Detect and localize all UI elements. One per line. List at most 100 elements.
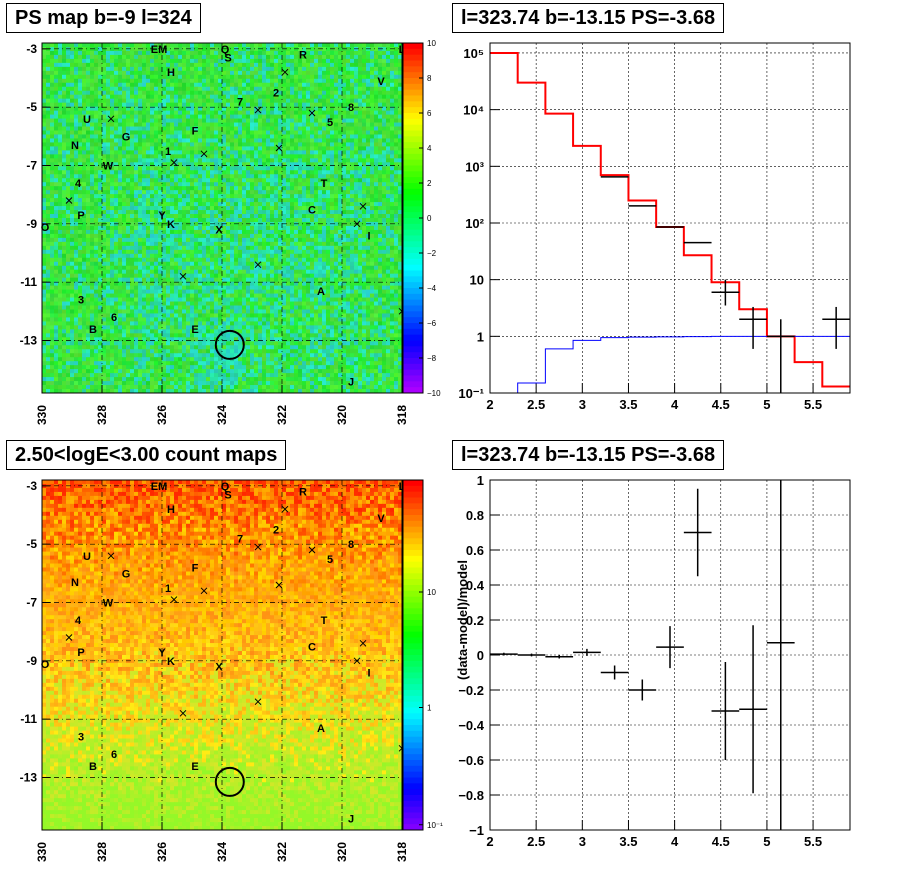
colorbar-cell bbox=[403, 596, 423, 603]
source-label: 6 bbox=[111, 749, 117, 761]
y-axis-label: (data-model)/model bbox=[455, 560, 470, 680]
colorbar-cell bbox=[403, 83, 423, 91]
colorbar-cell bbox=[403, 270, 423, 277]
colorbar-cell bbox=[403, 631, 423, 638]
colorbar-tick-label: 6 bbox=[427, 109, 432, 118]
colorbar-cell bbox=[403, 754, 423, 761]
source-label: 2 bbox=[273, 525, 279, 537]
colorbar-cell bbox=[403, 666, 423, 673]
colorbar-cell bbox=[403, 730, 423, 738]
colorbar-cell bbox=[403, 101, 423, 108]
colorbar-cell bbox=[403, 113, 423, 120]
colorbar-cell bbox=[403, 89, 423, 96]
source-cross bbox=[353, 220, 361, 228]
colorbar-cell bbox=[403, 789, 423, 796]
colorbar-cell bbox=[403, 579, 423, 586]
source-cross bbox=[200, 150, 208, 158]
source-label: V bbox=[377, 76, 385, 88]
source-label: X bbox=[215, 225, 223, 237]
colorbar-cell bbox=[403, 538, 423, 545]
y-tick-label: -7 bbox=[26, 596, 37, 610]
colorbar-cell bbox=[403, 253, 423, 260]
colorbar-cell bbox=[403, 54, 423, 61]
source-label: N bbox=[71, 140, 79, 152]
x-tick-label: 4 bbox=[671, 397, 679, 412]
colorbar-cell bbox=[403, 760, 423, 767]
source-label: S bbox=[224, 490, 231, 502]
colorbar-cell bbox=[403, 130, 423, 137]
colorbar-tick-label: 4 bbox=[427, 144, 432, 153]
colorbar-cell bbox=[403, 323, 423, 330]
colorbar-cell bbox=[403, 183, 423, 190]
colorbar-cell bbox=[403, 305, 423, 312]
colorbar-cell bbox=[403, 713, 423, 720]
source-label: G bbox=[122, 131, 131, 143]
colorbar-tick-label: 0 bbox=[427, 214, 432, 223]
source-label: J bbox=[348, 376, 354, 388]
source-label: U bbox=[83, 114, 91, 126]
colorbar-cell bbox=[403, 655, 423, 662]
source-label: W bbox=[103, 161, 114, 173]
colorbar-cell bbox=[403, 317, 423, 324]
y-tick-label: 10⁵ bbox=[463, 46, 484, 61]
x-tick-label: 324 bbox=[215, 842, 229, 862]
colorbar-cell bbox=[403, 585, 423, 592]
x-tick-label: 2.5 bbox=[527, 397, 545, 412]
source-label: E bbox=[191, 324, 198, 336]
colorbar-cell bbox=[403, 241, 423, 248]
colorbar-cell bbox=[403, 742, 423, 749]
source-cross bbox=[359, 639, 367, 647]
y-tick-label: -7 bbox=[26, 159, 37, 173]
colorbar-cell bbox=[403, 590, 423, 598]
colorbar-cell bbox=[403, 614, 423, 621]
source-cross bbox=[275, 144, 283, 152]
source-label: U bbox=[83, 551, 91, 563]
source-label: Y bbox=[158, 210, 166, 222]
x-tick-label: 5 bbox=[763, 397, 770, 412]
colorbar-cell bbox=[403, 544, 423, 551]
y-tick-label: -11 bbox=[20, 275, 37, 289]
source-label: 1 bbox=[165, 583, 171, 595]
source-label: G bbox=[122, 568, 131, 580]
source-label: L bbox=[399, 44, 406, 56]
colorbar-cell bbox=[403, 293, 423, 301]
colorbar-cell bbox=[403, 299, 423, 306]
y-tick-label: -11 bbox=[20, 712, 37, 726]
x-tick-label: 330 bbox=[35, 842, 49, 862]
source-label: K bbox=[167, 656, 175, 668]
source-cross bbox=[170, 596, 178, 603]
colorbar-cell bbox=[403, 223, 423, 231]
residual-frame bbox=[489, 479, 851, 831]
source-cross bbox=[254, 261, 262, 269]
source-cross bbox=[254, 543, 262, 551]
colorbar-tick-label: −10 bbox=[427, 389, 441, 398]
colorbar-cell bbox=[403, 783, 423, 790]
colorbar-cell bbox=[403, 602, 423, 609]
x-tick-label: 3.5 bbox=[619, 397, 637, 412]
y-tick-label: 1 bbox=[477, 329, 484, 344]
source-cross bbox=[275, 581, 283, 589]
source-label: 8 bbox=[348, 539, 354, 551]
colorbar-cell bbox=[403, 555, 423, 563]
colorbar-cell bbox=[403, 520, 423, 528]
colorbar-cell bbox=[403, 171, 423, 178]
colorbar-cell bbox=[403, 725, 423, 732]
source-label: O bbox=[41, 222, 50, 234]
source-cross bbox=[308, 546, 316, 554]
x-tick-label: 328 bbox=[95, 405, 109, 425]
y-tick-label: 0.4 bbox=[466, 578, 485, 593]
colorbar-cell bbox=[403, 701, 423, 708]
colorbar-cell bbox=[403, 550, 423, 557]
source-cross bbox=[107, 115, 115, 123]
y-tick-label: 10² bbox=[465, 216, 484, 231]
colorbar-cell bbox=[403, 375, 423, 382]
source-label: F bbox=[192, 563, 199, 575]
source-label: A bbox=[317, 723, 325, 735]
colorbar-cell bbox=[403, 177, 423, 184]
colorbar-cell bbox=[403, 311, 423, 318]
colorbar-cell bbox=[403, 282, 423, 289]
colorbar-cell bbox=[403, 567, 423, 574]
colorbar-cell bbox=[403, 620, 423, 627]
source-label: P bbox=[77, 647, 84, 659]
x-tick-label: 2 bbox=[486, 397, 493, 412]
